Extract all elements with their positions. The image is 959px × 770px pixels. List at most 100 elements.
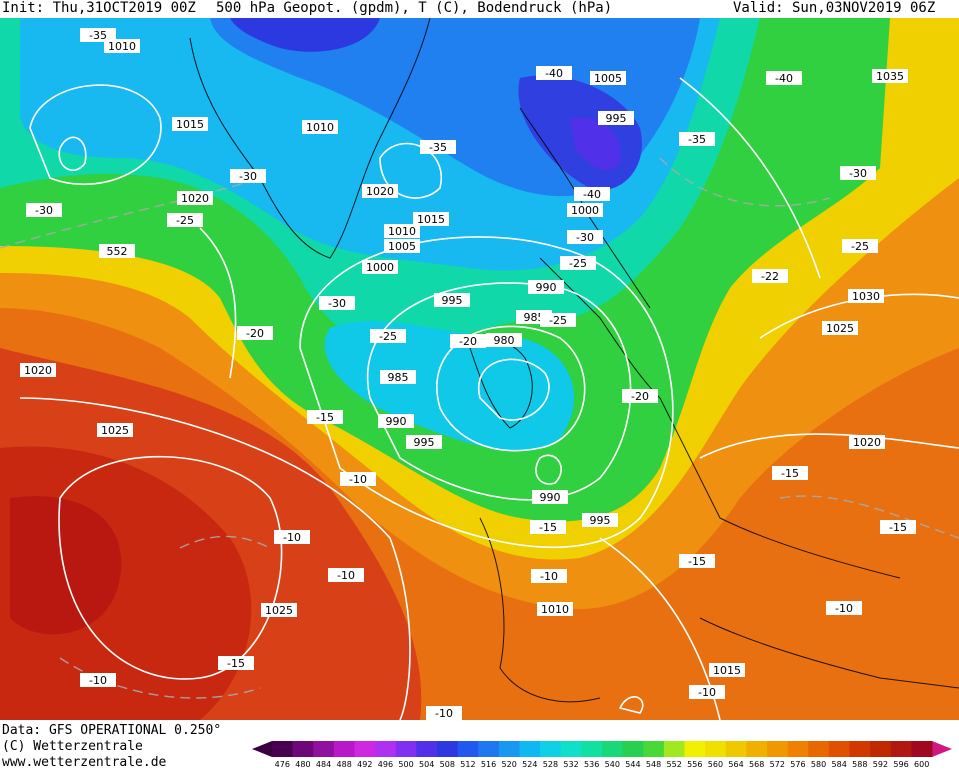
label-box (574, 187, 610, 201)
label-text: -15 (316, 411, 334, 424)
contour-label: -30 (230, 169, 266, 183)
colorbar-bin (333, 741, 355, 757)
label-text: -30 (328, 297, 346, 310)
label-box (302, 120, 338, 134)
colorbar-label: 556 (687, 760, 702, 768)
contour-label: 1010 (302, 120, 338, 134)
cold-core (570, 117, 621, 171)
contour-label: 1020 (362, 184, 398, 198)
label-text: -35 (688, 133, 706, 146)
warm-core (10, 496, 122, 635)
label-box (172, 117, 208, 131)
label-box (848, 289, 884, 303)
label-box (420, 140, 456, 154)
label-text: -10 (337, 569, 355, 582)
label-box (319, 296, 355, 310)
label-text: -15 (781, 467, 799, 480)
label-text: 1025 (265, 604, 293, 617)
label-box (537, 602, 573, 616)
colorbar-label: 536 (584, 760, 599, 768)
label-box (380, 370, 416, 384)
colorbar-bin (313, 741, 335, 757)
label-text: 1010 (108, 40, 136, 53)
colorbar-max-arrow (932, 741, 952, 757)
cold-core (230, 18, 380, 52)
colorbar-label: 592 (873, 760, 888, 768)
contour-label: 1010 (384, 224, 420, 238)
colorbar-label: 496 (378, 760, 393, 768)
contour-label: -25 (540, 313, 576, 327)
label-box (826, 601, 862, 615)
colorbar-label: 520 (502, 760, 517, 768)
label-text: 985 (524, 311, 545, 324)
label-text: -25 (379, 330, 397, 343)
contour-label: -10 (80, 673, 116, 687)
contour-label: 990 (528, 280, 564, 294)
label-text: -10 (349, 473, 367, 486)
colorbar-label: 524 (522, 760, 537, 768)
label-text: -22 (761, 270, 779, 283)
contour-label: 1035 (872, 69, 908, 83)
label-text: -30 (239, 170, 257, 183)
contour-label: 1000 (567, 203, 603, 217)
label-text: 1020 (181, 192, 209, 205)
contour-label: -20 (237, 326, 273, 340)
colorbar-bin (622, 741, 644, 757)
colorbar-label: 584 (832, 760, 847, 768)
colorbar-label: 588 (852, 760, 867, 768)
colorbar-label: 568 (749, 760, 764, 768)
contour-label: -40 (536, 66, 572, 80)
label-box (307, 410, 343, 424)
label-text: 990 (386, 415, 407, 428)
label-text: 995 (414, 436, 435, 449)
label-box (362, 260, 398, 274)
label-text: 1020 (366, 185, 394, 198)
colorbar-bin (498, 741, 520, 757)
map-title: 500 hPa Geopot. (gpdm), T (C), Bodendruc… (216, 0, 613, 16)
label-text: 980 (494, 334, 515, 347)
low-center (324, 321, 575, 451)
label-box (384, 239, 420, 253)
contour-label: -15 (307, 410, 343, 424)
label-text: 1000 (571, 204, 599, 217)
contour-label: 995 (406, 435, 442, 449)
label-box (80, 673, 116, 687)
label-box (532, 490, 568, 504)
contour-label: -15 (772, 466, 808, 480)
contour-label: -35 (80, 28, 116, 42)
contour-label: 1010 (537, 602, 573, 616)
label-box (167, 213, 203, 227)
contour-label: -25 (560, 256, 596, 270)
colorbar-bin (416, 741, 438, 757)
contour-label: 995 (434, 293, 470, 307)
colorbar-label: 504 (419, 760, 434, 768)
label-text: -15 (227, 657, 245, 670)
label-text: -25 (851, 240, 869, 253)
label-box (230, 169, 266, 183)
colorbar-label: 552 (667, 760, 682, 768)
label-text: 1035 (876, 70, 904, 83)
label-box (709, 663, 745, 677)
contour-label: -40 (574, 187, 610, 201)
contour-label: -15 (679, 554, 715, 568)
contour-label: 1020 (177, 191, 213, 205)
label-text: 1020 (24, 364, 52, 377)
contour-label: -15 (218, 656, 254, 670)
label-box (97, 423, 133, 437)
label-text: -10 (435, 707, 453, 720)
colorbar-label: 508 (440, 760, 455, 768)
contour-label: 980 (486, 333, 522, 347)
contour-label: 995 (582, 513, 618, 527)
label-box (413, 212, 449, 226)
label-box (766, 71, 802, 85)
label-box (567, 230, 603, 244)
label-text: -25 (176, 214, 194, 227)
label-text: -10 (835, 602, 853, 615)
label-text: 1025 (101, 424, 129, 437)
colorbar-label: 540 (605, 760, 620, 768)
label-box (598, 111, 634, 125)
label-box (26, 203, 62, 217)
colorbar-bin (828, 741, 850, 757)
contour-label: -30 (567, 230, 603, 244)
